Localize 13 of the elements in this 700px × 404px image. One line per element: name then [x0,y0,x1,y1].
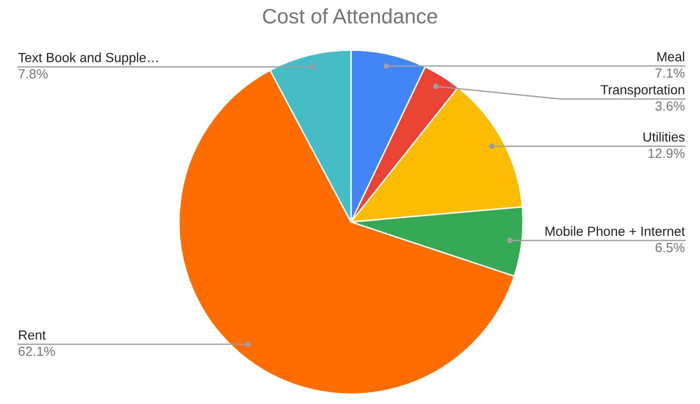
slice-label: Text Book and Supple… [18,52,158,65]
slice-label: Mobile Phone + Internet [546,226,685,236]
slice-label: Utilities [643,132,685,142]
data-label: 12.9% [648,148,685,158]
data-label: 7.1% [656,68,685,78]
slice-label: Transportation [600,84,684,98]
data-label: 7.8% [18,69,48,79]
slice-label: Rent [19,330,46,340]
data-label: 6.5% [656,242,685,252]
slice-label: Meal [657,52,684,62]
data-label: 62.1% [18,346,55,356]
chart-title: Cost of Attendance [263,8,438,24]
data-label: 3.6% [655,101,685,111]
